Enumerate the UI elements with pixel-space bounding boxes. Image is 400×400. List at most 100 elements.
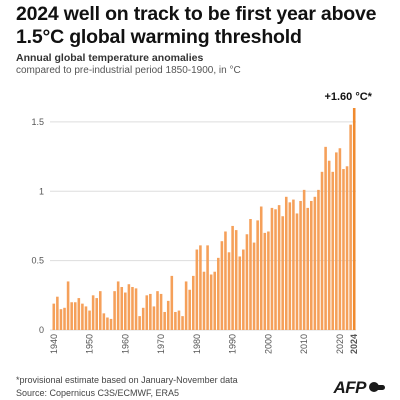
bar xyxy=(134,288,138,330)
source-credit: Source: Copernicus C3S/ECMWF, ERA5 xyxy=(16,388,180,398)
bar xyxy=(335,152,338,330)
bar xyxy=(166,300,170,330)
bar xyxy=(88,310,91,330)
x-tick-label: 2020 xyxy=(335,334,345,354)
bar xyxy=(352,108,356,330)
bar xyxy=(331,171,335,330)
bar xyxy=(145,295,149,330)
bar xyxy=(284,196,288,330)
y-tick-label: 1.5 xyxy=(31,117,44,127)
x-tick-label: 2000 xyxy=(263,334,273,354)
bar xyxy=(317,189,320,330)
bar xyxy=(191,275,195,330)
bar xyxy=(138,316,141,330)
bar xyxy=(209,274,213,330)
x-tick-label: 1990 xyxy=(228,334,238,354)
bar xyxy=(81,303,84,330)
bar xyxy=(324,146,327,330)
bar xyxy=(56,296,59,330)
bar xyxy=(292,199,295,330)
bar xyxy=(245,234,249,330)
bar xyxy=(256,220,259,330)
bar-chart: 0 0.5 1 1.5 1940 1950 1960 1970 1980 1990 2000 201… xyxy=(31,91,372,354)
bar xyxy=(91,295,95,330)
x-axis-labels: 1940 1950 1960 1970 1980 1990 2000 2010 2020 2024 xyxy=(49,334,359,354)
x-tick-label: 1980 xyxy=(192,334,202,354)
bar xyxy=(106,317,109,330)
bar xyxy=(342,169,345,330)
bar xyxy=(141,307,145,330)
bar xyxy=(163,311,166,330)
bar xyxy=(152,306,156,330)
chart-bars xyxy=(52,108,356,331)
afp-logo: AFP xyxy=(334,378,387,398)
chart-subtitle-units: compared to pre-industrial period 1850-1… xyxy=(16,65,241,76)
bar xyxy=(66,281,70,330)
bar xyxy=(120,286,124,330)
bar xyxy=(217,257,220,330)
y-tick-label: 0.5 xyxy=(31,256,44,266)
bar xyxy=(295,213,299,330)
bar xyxy=(313,196,317,330)
y-axis-labels: 0 0.5 1 1.5 xyxy=(31,117,44,335)
bar xyxy=(95,298,98,330)
y-tick-label: 1 xyxy=(39,186,44,196)
bar xyxy=(213,271,217,330)
bar xyxy=(299,200,302,330)
x-tick-label: 1970 xyxy=(156,334,166,354)
bar xyxy=(249,219,252,330)
bar xyxy=(320,171,324,330)
bar xyxy=(288,202,292,330)
bar xyxy=(199,245,202,330)
bar xyxy=(349,124,352,331)
bar xyxy=(159,293,163,330)
bar xyxy=(170,275,174,330)
bar xyxy=(227,252,231,330)
bar xyxy=(202,271,206,330)
bar xyxy=(338,148,342,330)
x-tick-label: 1940 xyxy=(49,334,59,354)
bar xyxy=(195,249,199,330)
x-tick-label: 2010 xyxy=(299,334,309,354)
bar xyxy=(274,209,277,330)
bar xyxy=(124,292,127,330)
bar xyxy=(234,230,238,330)
bar xyxy=(231,225,234,330)
bar xyxy=(149,293,152,330)
bar xyxy=(259,206,263,330)
bar xyxy=(177,310,181,330)
chart-subtitle: Annual global temperature anomalies xyxy=(16,52,204,64)
bar xyxy=(252,242,256,330)
bar xyxy=(116,281,120,330)
bar xyxy=(277,205,281,330)
bar xyxy=(238,256,242,330)
bar xyxy=(98,291,102,330)
bar xyxy=(220,241,224,330)
bar xyxy=(127,284,131,330)
bar xyxy=(102,313,106,330)
bar xyxy=(302,189,306,330)
logo-text: AFP xyxy=(333,378,367,397)
bar xyxy=(270,207,274,330)
bar xyxy=(77,298,81,330)
bar xyxy=(73,302,77,330)
bar xyxy=(109,318,113,330)
bar xyxy=(206,245,209,330)
footnote: *provisional estimate based on January-N… xyxy=(16,375,238,385)
bar xyxy=(113,291,116,330)
bar xyxy=(131,286,134,330)
bar xyxy=(84,306,88,330)
bar xyxy=(63,307,66,330)
annotation-label: +1.60 °C* xyxy=(324,91,372,103)
chart-title: 2024 well on track to be first year abov… xyxy=(16,3,377,48)
x-tick-label: 1960 xyxy=(120,334,130,354)
x-tick-label-highlight: 2024 xyxy=(349,334,359,354)
bar xyxy=(181,316,184,330)
bar xyxy=(70,302,73,330)
bar xyxy=(263,232,267,330)
bar xyxy=(327,160,331,330)
bar xyxy=(310,200,313,330)
bar xyxy=(184,281,188,330)
bar xyxy=(306,207,310,330)
bar xyxy=(52,303,56,330)
